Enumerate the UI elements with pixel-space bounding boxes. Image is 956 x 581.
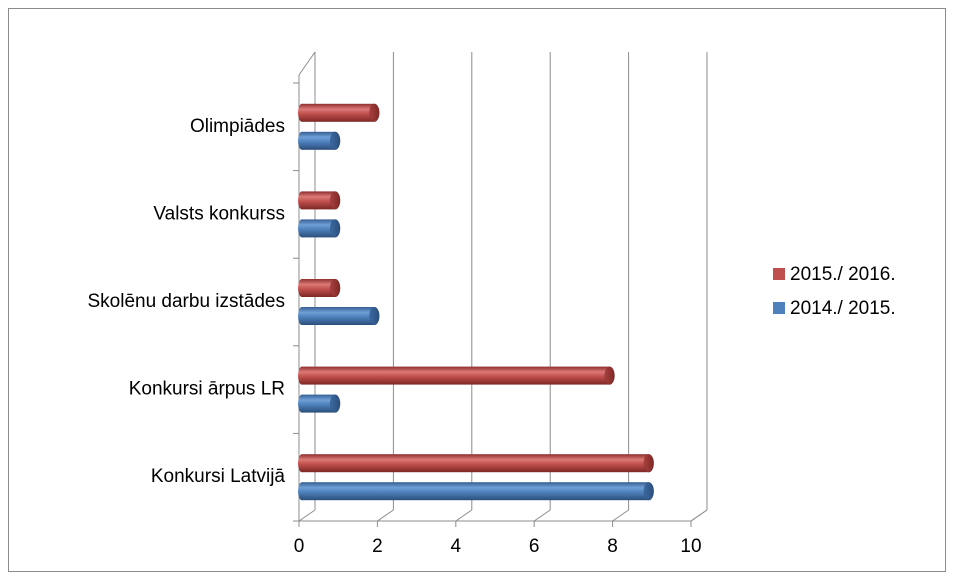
bar-end-cap [643, 453, 655, 473]
bar-end-cap [329, 394, 341, 413]
bar-start-cap [298, 279, 306, 297]
bar-2014-2015 [302, 482, 649, 501]
bar-2014-2015 [302, 219, 336, 238]
bar-2015-2016 [302, 103, 375, 122]
category-label: Skolēnu darbu izstādes [87, 291, 285, 312]
x-tick-label: 0 [294, 536, 305, 557]
bar-start-cap [298, 103, 306, 122]
bar-start-cap [298, 131, 306, 150]
bar-start-cap [298, 366, 306, 385]
bar-end-cap [329, 191, 341, 210]
bar-2014-2015 [302, 131, 336, 150]
bar-end-cap [369, 306, 380, 326]
bar-start-cap [298, 454, 306, 473]
bar-end-cap [643, 481, 655, 501]
legend-swatch [773, 302, 785, 314]
bar-end-cap [329, 131, 341, 151]
bar-start-cap [298, 482, 306, 501]
side-wall-top [298, 51, 316, 76]
bar-start-cap [298, 307, 306, 325]
bar-2015-2016 [302, 454, 649, 473]
floor-gridline [612, 509, 629, 522]
floor-right-edge [690, 509, 708, 522]
x-tick-label: 6 [529, 536, 540, 557]
axis-layer [293, 51, 708, 527]
chart-frame: 0 2 4 6 8 10 Konkursi Latvijā Konkursi ārpus LR… [8, 8, 946, 572]
x-tick-label: 4 [451, 536, 462, 557]
legend: 2015./ 2016. 2014./ 2015. [773, 264, 896, 319]
bar-end-cap [369, 103, 380, 123]
bar-chart: 0 2 4 6 8 10 Konkursi Latvijā Konkursi ārpus LR… [87, 51, 896, 557]
bar-2014-2015 [302, 307, 375, 325]
floor-gridline [533, 509, 551, 522]
category-label: Konkursi Latvijā [151, 466, 286, 487]
floor-gridline [298, 509, 316, 522]
bar-end-cap [604, 366, 615, 385]
category-label: Valsts konkurss [153, 203, 285, 224]
category-label: Olimpiādes [190, 116, 285, 137]
x-tick-label: 8 [607, 536, 618, 557]
labels-layer: 0 2 4 6 8 10 Konkursi Latvijā Konkursi ārpus LR… [87, 116, 701, 557]
bars-layer [298, 103, 655, 501]
floor-gridline [455, 509, 473, 522]
legend-label: 2014./ 2015. [790, 298, 896, 319]
bar-2014-2015 [302, 394, 336, 413]
bar-start-cap [298, 219, 306, 238]
bar-2015-2016 [302, 366, 610, 385]
bar-start-cap [298, 394, 306, 413]
category-label: Konkursi ārpus LR [129, 379, 285, 400]
grid-layer [298, 52, 708, 522]
bar-start-cap [298, 191, 306, 210]
x-tick-label: 10 [680, 536, 701, 557]
legend-label: 2015./ 2016. [790, 264, 896, 285]
floor-gridline [377, 509, 394, 522]
bar-2015-2016 [302, 279, 336, 297]
bar-2015-2016 [302, 191, 336, 210]
bar-end-cap [329, 219, 341, 238]
bar-end-cap [329, 278, 341, 298]
x-tick-label: 2 [372, 536, 383, 557]
legend-swatch [773, 268, 785, 280]
